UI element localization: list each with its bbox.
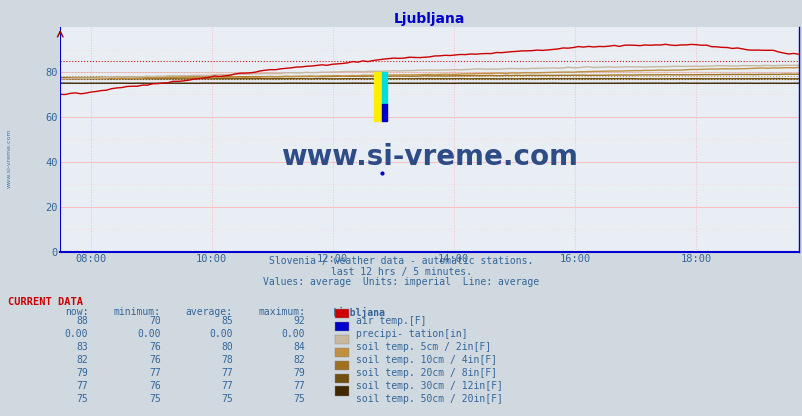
Text: now:: now: xyxy=(65,307,88,317)
Text: Ljubljana: Ljubljana xyxy=(333,307,386,318)
Text: CURRENT DATA: CURRENT DATA xyxy=(8,297,83,307)
Text: 77: 77 xyxy=(148,368,160,378)
Text: 85: 85 xyxy=(221,316,233,326)
Text: last 12 hrs / 5 minutes.: last 12 hrs / 5 minutes. xyxy=(330,267,472,277)
Text: 77: 77 xyxy=(76,381,88,391)
Text: precipi- tation[in]: precipi- tation[in] xyxy=(355,329,467,339)
Text: 75: 75 xyxy=(148,394,160,404)
Text: 77: 77 xyxy=(221,368,233,378)
Text: 77: 77 xyxy=(221,381,233,391)
Bar xyxy=(374,72,381,121)
Text: soil temp. 50cm / 20in[F]: soil temp. 50cm / 20in[F] xyxy=(355,394,502,404)
Text: www.si-vreme.com: www.si-vreme.com xyxy=(7,128,12,188)
Text: Values: average  Units: imperial  Line: average: Values: average Units: imperial Line: av… xyxy=(263,277,539,287)
Text: 70: 70 xyxy=(148,316,160,326)
Text: 76: 76 xyxy=(148,355,160,365)
Text: 88: 88 xyxy=(76,316,88,326)
Text: maximum:: maximum: xyxy=(257,307,305,317)
Text: soil temp. 20cm / 8in[F]: soil temp. 20cm / 8in[F] xyxy=(355,368,496,378)
Text: 83: 83 xyxy=(76,342,88,352)
Title: Ljubljana: Ljubljana xyxy=(394,12,464,26)
Text: 77: 77 xyxy=(293,381,305,391)
Text: 92: 92 xyxy=(293,316,305,326)
Text: 84: 84 xyxy=(293,342,305,352)
Text: Slovenia / weather data - automatic stations.: Slovenia / weather data - automatic stat… xyxy=(269,256,533,266)
Text: soil temp. 10cm / 4in[F]: soil temp. 10cm / 4in[F] xyxy=(355,355,496,365)
Text: 0.00: 0.00 xyxy=(137,329,160,339)
Bar xyxy=(381,104,387,121)
Text: average:: average: xyxy=(185,307,233,317)
Text: 79: 79 xyxy=(76,368,88,378)
Text: 0.00: 0.00 xyxy=(209,329,233,339)
Text: 75: 75 xyxy=(221,394,233,404)
Text: 80: 80 xyxy=(221,342,233,352)
Text: 82: 82 xyxy=(76,355,88,365)
Text: soil temp. 30cm / 12in[F]: soil temp. 30cm / 12in[F] xyxy=(355,381,502,391)
Text: 76: 76 xyxy=(148,381,160,391)
Text: 82: 82 xyxy=(293,355,305,365)
Text: 78: 78 xyxy=(221,355,233,365)
Text: 75: 75 xyxy=(293,394,305,404)
Text: soil temp. 5cm / 2in[F]: soil temp. 5cm / 2in[F] xyxy=(355,342,490,352)
Bar xyxy=(381,72,387,104)
Text: 79: 79 xyxy=(293,368,305,378)
Text: 0.00: 0.00 xyxy=(65,329,88,339)
Text: minimum:: minimum: xyxy=(113,307,160,317)
Text: 75: 75 xyxy=(76,394,88,404)
Text: 76: 76 xyxy=(148,342,160,352)
Text: air temp.[F]: air temp.[F] xyxy=(355,316,426,326)
Text: www.si-vreme.com: www.si-vreme.com xyxy=(281,144,577,171)
Text: 0.00: 0.00 xyxy=(282,329,305,339)
